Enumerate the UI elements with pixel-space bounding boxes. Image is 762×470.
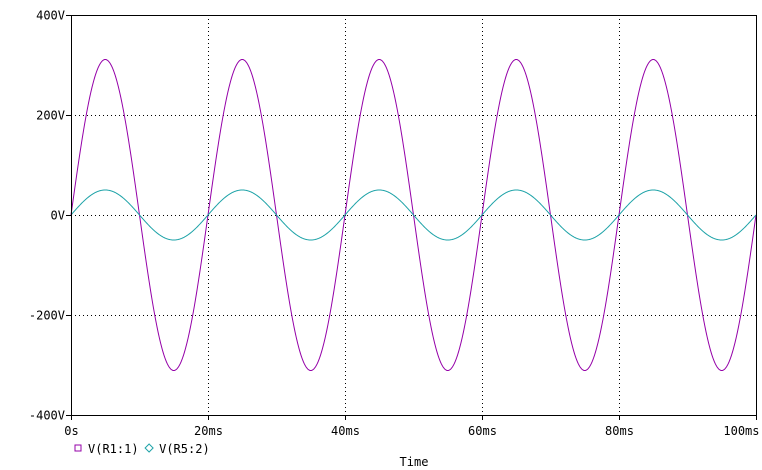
legend-diamond-marker-v-r5-2 — [144, 443, 154, 453]
tick-layer: 0s 20ms 40ms 60ms 80ms 100ms 400V 200V 0V -200V -4… — [29, 9, 760, 439]
series-line-v-r5-2 — [70, 189, 757, 241]
x-tick-label: 60ms — [468, 424, 497, 438]
y-tick-label: -200V — [29, 309, 65, 323]
plot-frame — [71, 15, 757, 416]
legend-label-v-r5-2: V(R5:2) — [159, 442, 210, 456]
x-tick-label: 80ms — [605, 424, 634, 438]
x-tick-label: 100ms — [723, 424, 759, 438]
x-tick-label: 0s — [64, 424, 78, 438]
y-tick-label: -400V — [29, 409, 65, 423]
legend-label-v-r1-1: V(R1:1) — [88, 442, 139, 456]
y-tick-label: 200V — [36, 109, 65, 123]
y-tick-label: 0V — [51, 209, 65, 223]
y-tick-label: 400V — [36, 9, 65, 23]
legend: V(R1:1) V(R5:2) — [74, 442, 210, 456]
x-tick-label: 20ms — [194, 424, 223, 438]
x-tick-label: 40ms — [331, 424, 360, 438]
series-layer — [70, 58, 757, 372]
x-axis-title: Time — [400, 455, 429, 469]
legend-square-marker-v-r1-1 — [74, 444, 82, 452]
